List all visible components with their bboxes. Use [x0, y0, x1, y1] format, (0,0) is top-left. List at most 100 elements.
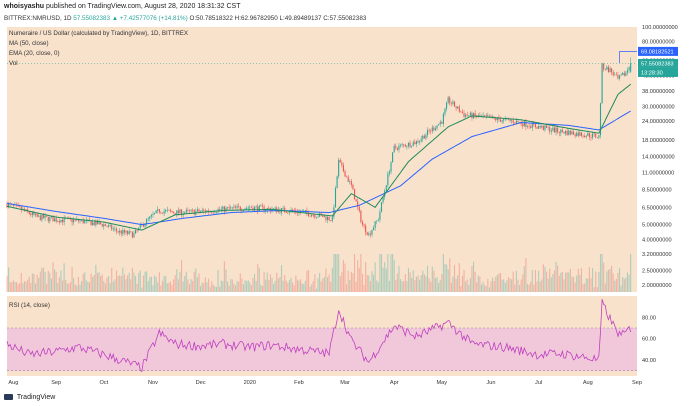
footer-brand[interactable]: TradingView — [4, 394, 55, 401]
candle-body — [368, 233, 370, 236]
candle-body — [315, 217, 318, 218]
volume-bar — [388, 280, 390, 292]
price-pane[interactable] — [7, 27, 637, 292]
volume-bar — [117, 276, 119, 292]
volume-bar — [466, 279, 468, 292]
candle-body — [236, 206, 238, 208]
candle-body — [623, 72, 625, 76]
volume-bar — [68, 283, 70, 292]
candle-body — [103, 224, 105, 227]
candle-body — [388, 171, 390, 174]
candle-body — [496, 117, 498, 121]
volume-bar — [187, 279, 189, 292]
volume-bar — [212, 284, 214, 292]
candle-body — [304, 210, 306, 211]
volume-bar — [152, 285, 154, 292]
volume-bar — [590, 278, 592, 292]
candle-body — [398, 145, 400, 150]
candle-body — [55, 218, 57, 222]
volume-bar — [120, 275, 122, 292]
volume-bar — [514, 284, 516, 292]
volume-bar — [130, 279, 132, 292]
volume-bar — [47, 270, 49, 292]
symbol-label: BITTREX:NMRUSD, 1D — [4, 15, 72, 22]
candle-body — [255, 206, 257, 207]
candle-body — [423, 135, 425, 139]
volume-bar — [330, 281, 332, 292]
volume-bar — [430, 281, 432, 292]
volume-bar — [450, 282, 452, 292]
volume-bar — [609, 268, 611, 292]
candle-body — [414, 142, 416, 145]
publish-info: published on TradingView.com, August 28,… — [46, 3, 241, 10]
legend-vol: Vol — [9, 60, 18, 67]
volume-bar — [61, 280, 64, 292]
volume-bar — [106, 277, 108, 292]
candle-body — [119, 230, 121, 233]
legend-ma: MA (50, close) — [9, 40, 49, 47]
candle-body — [360, 210, 362, 222]
volume-bar — [509, 278, 511, 292]
volume-bar — [14, 281, 16, 292]
candle-body — [328, 216, 330, 221]
candle-body — [587, 133, 589, 136]
candle-body — [323, 216, 325, 218]
candle-body — [223, 206, 225, 212]
volume-bar — [82, 273, 84, 292]
volume-bar — [98, 272, 100, 292]
author-name[interactable]: whoisyashu — [4, 3, 45, 10]
volume-bar — [399, 279, 402, 292]
legend-title: Numeraire / US Dollar (calculated by Tra… — [9, 30, 188, 37]
volume-bar — [209, 286, 211, 292]
volume-bar — [181, 260, 183, 292]
volume-bar — [542, 264, 544, 292]
volume-bar — [85, 280, 87, 292]
candle-body — [122, 230, 124, 234]
candle-body — [152, 214, 154, 215]
candle-body — [346, 176, 348, 178]
volume-bar — [246, 281, 248, 292]
candle-body — [100, 222, 102, 225]
candle-body — [176, 210, 178, 215]
candle-body — [222, 206, 224, 209]
volume-bar — [441, 274, 443, 292]
volume-bar — [147, 281, 149, 292]
volume-bar — [596, 287, 598, 292]
volume-bar — [342, 259, 344, 292]
volume-bar — [290, 277, 292, 292]
volume-bar — [587, 278, 589, 292]
volume-bar — [223, 261, 225, 292]
volume-bar — [250, 285, 252, 292]
candle-body — [133, 233, 135, 238]
low-value: L:49.89489137 — [279, 15, 322, 22]
volume-bar — [407, 267, 410, 292]
volume-bar — [177, 279, 179, 292]
x-tick-label: Aug — [583, 380, 593, 386]
candle-body — [104, 224, 106, 226]
candle-body — [577, 132, 579, 136]
volume-bar — [544, 266, 546, 292]
volume-bar — [511, 279, 513, 292]
candle-body — [431, 127, 433, 132]
candle-body — [150, 214, 152, 217]
volume-bar — [565, 272, 567, 292]
volume-bar — [498, 273, 500, 292]
candle-body — [38, 215, 40, 217]
volume-bar — [425, 276, 427, 292]
candle-body — [380, 202, 383, 212]
volume-bar — [336, 254, 338, 292]
candle-body — [580, 132, 583, 136]
volume-bar — [284, 275, 286, 292]
volume-bar — [507, 277, 510, 292]
volume-bar — [395, 279, 397, 292]
candle-body — [366, 232, 368, 236]
candle-body — [123, 230, 125, 233]
candle-body — [331, 216, 333, 221]
volume-bar — [369, 281, 371, 292]
volume-bar — [168, 282, 170, 292]
volume-bar — [73, 278, 75, 292]
candle-body — [615, 74, 617, 76]
candle-body — [514, 122, 516, 124]
candle-body — [426, 130, 429, 136]
